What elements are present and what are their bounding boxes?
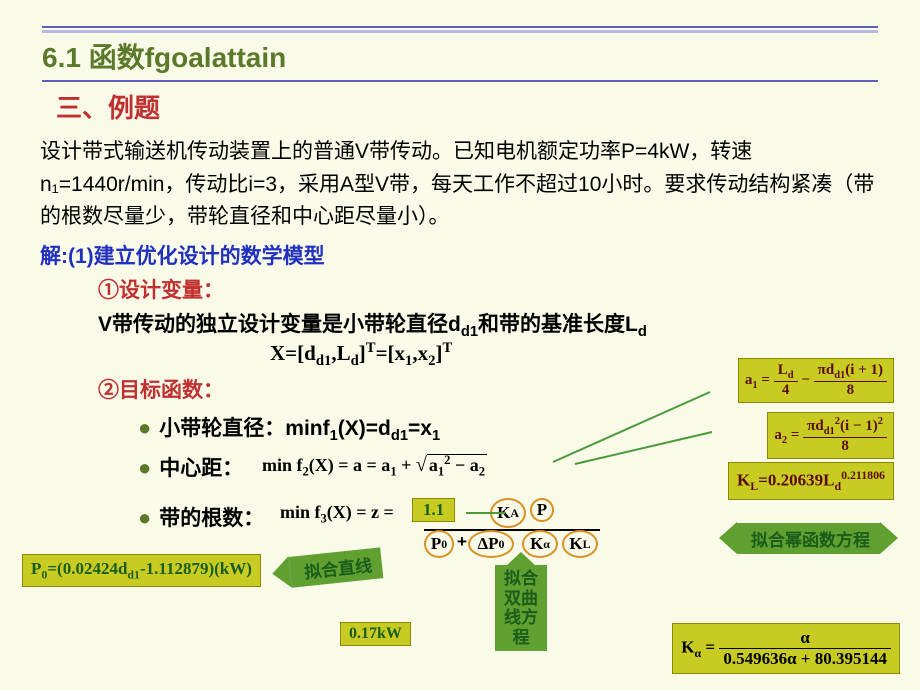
objective-1: ●小带轮直径：minf1(X)=dd1=x1	[138, 412, 440, 444]
arrow-power-fit: 拟合幂函数方程	[719, 522, 898, 554]
bullet-icon: ●	[138, 415, 151, 440]
objective-label: ②目标函数：	[98, 374, 224, 404]
term-P0-circle: P0	[424, 530, 454, 558]
callout-P0: P0=(0.02424dd1-1.112879)(kW)	[22, 554, 261, 587]
arrow-head-icon	[880, 522, 898, 554]
rule-top-thin	[42, 26, 878, 28]
term-P-circle: P	[530, 498, 554, 522]
obj2-label: 中心距：	[159, 457, 243, 480]
arrow-head-icon	[506, 552, 536, 566]
example-subtitle: 三、例题	[56, 88, 160, 125]
callout-deltaP0: 0.17kW	[340, 622, 411, 646]
callout-Kalpha: Kα = α0.549636α + 80.395144	[672, 623, 900, 674]
bullet-icon: ●	[138, 505, 151, 530]
objective-3-equation-lhs: min f3(X) = z =	[280, 502, 394, 527]
callout-KL: KL=0.20639Ld0.211806	[728, 462, 894, 500]
term-KA-circle: KA	[490, 498, 526, 528]
callout-a2: a2 = πdd12(i − 1)28	[767, 412, 894, 459]
objective-2: ● 中心距：	[138, 452, 243, 482]
plus-symbol: +	[457, 532, 467, 552]
objective-3: ● 带的根数：	[138, 502, 264, 532]
term-KL-circle: KL	[562, 530, 598, 558]
x-vector-equation: X=[dd1,Ld]T=[x1,x2]T	[270, 340, 452, 370]
bullet-icon: ●	[138, 455, 151, 480]
obj3-label: 带的根数：	[159, 507, 264, 530]
arrow-head-icon	[719, 522, 737, 554]
objective-2-equation: min f2(X) = a = a1 + √a12 − a2	[262, 453, 487, 480]
arrow-label: 拟合直线	[289, 547, 384, 587]
arrow-linear-fit: 拟合直线	[271, 546, 384, 589]
arrow-hyperbola-fit: 拟合双曲线方程	[495, 565, 547, 651]
obj1-label: 小带轮直径：	[159, 417, 285, 440]
design-variable-label: ①设计变量：	[98, 274, 224, 304]
callout-1p1: 1.1	[412, 498, 455, 522]
rule-top-shadow	[42, 30, 878, 33]
problem-statement: 设计带式输送机传动装置上的普通V带传动。已知电机额定功率P=4kW，转速n₁=1…	[40, 136, 880, 234]
section-title: 6.1 函数fgoalattain	[42, 36, 286, 76]
design-variable-text: V带传动的独立设计变量是小带轮直径dd1和带的基准长度Ld	[98, 308, 858, 340]
callout-a1: a1 = Ld4 − πdd1(i + 1)8	[738, 358, 894, 403]
arrow-label: 拟合幂函数方程	[737, 523, 880, 554]
rule-under-title	[42, 80, 878, 82]
solution-heading: 解:(1)建立优化设计的数学模型	[40, 240, 325, 270]
